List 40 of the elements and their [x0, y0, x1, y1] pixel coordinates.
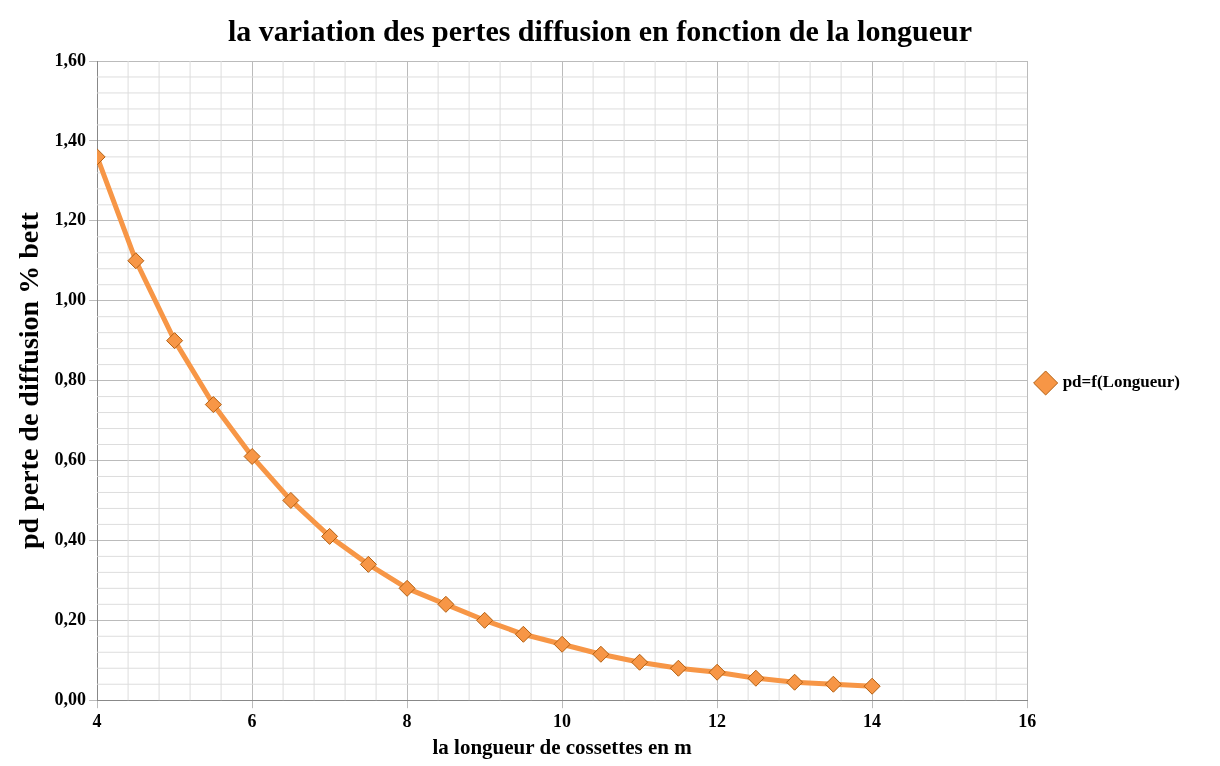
x-axis-title: la longueur de cossettes en m: [432, 734, 693, 759]
point: [863, 677, 881, 695]
y-tick-label: 1,20: [54, 209, 87, 230]
point: [243, 448, 261, 466]
x-tick-label: 16: [1018, 710, 1037, 731]
y-tick-label: 0,00: [54, 688, 87, 709]
point: [824, 675, 842, 693]
legend-label: pd=f(Longueur): [1062, 372, 1180, 392]
point: [669, 659, 687, 677]
point: [631, 653, 649, 671]
point: [282, 491, 300, 509]
point: [708, 663, 726, 681]
y-tick-label: 1,00: [54, 289, 87, 310]
point: [437, 595, 455, 613]
point: [321, 527, 339, 545]
y-tick-label: 0,40: [54, 529, 87, 550]
point: [127, 252, 145, 270]
chart-title: la variation des pertes diffusion en fonction de la longueur: [227, 13, 973, 47]
point: [476, 611, 494, 629]
point: [166, 332, 184, 350]
point: [359, 555, 377, 573]
point: [592, 645, 610, 663]
x-tick-label: 4: [92, 710, 102, 731]
x-tick-label: 10: [553, 710, 572, 731]
y-tick-label: 0,20: [54, 608, 87, 629]
x-tick-label: 8: [402, 710, 412, 731]
x-tick-label: 14: [863, 710, 882, 731]
point: [204, 396, 222, 414]
y-tick-label: 0,60: [54, 449, 87, 470]
y-tick-label: 0,80: [54, 369, 87, 390]
point: [747, 669, 765, 687]
x-tick-label: 12: [708, 710, 727, 731]
y-tick-label: 1,60: [54, 49, 87, 70]
point: [786, 673, 804, 691]
point: [514, 625, 532, 643]
point: [553, 635, 571, 653]
y-axis-title: pd perte de diffusion % bett: [13, 211, 45, 549]
x-tick-label: 6: [247, 710, 257, 731]
y-tick-label: 1,40: [54, 129, 87, 150]
point: [398, 579, 416, 597]
